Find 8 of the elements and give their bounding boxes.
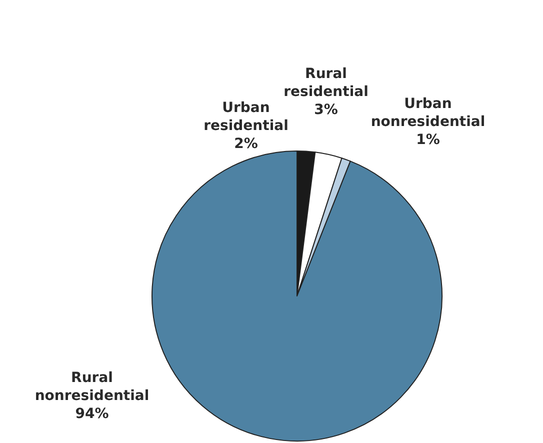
data-label: 94% bbox=[75, 406, 109, 422]
slice-label: Rural nonresidential bbox=[34, 370, 150, 404]
slice-label: Urban residential bbox=[204, 100, 288, 134]
data-label: 1% bbox=[416, 132, 440, 148]
slice-label: Rural residential bbox=[284, 66, 368, 100]
data-label: 2% bbox=[234, 136, 258, 152]
data-label: 3% bbox=[314, 102, 338, 118]
slice-label: Urban nonresidential bbox=[370, 96, 486, 130]
